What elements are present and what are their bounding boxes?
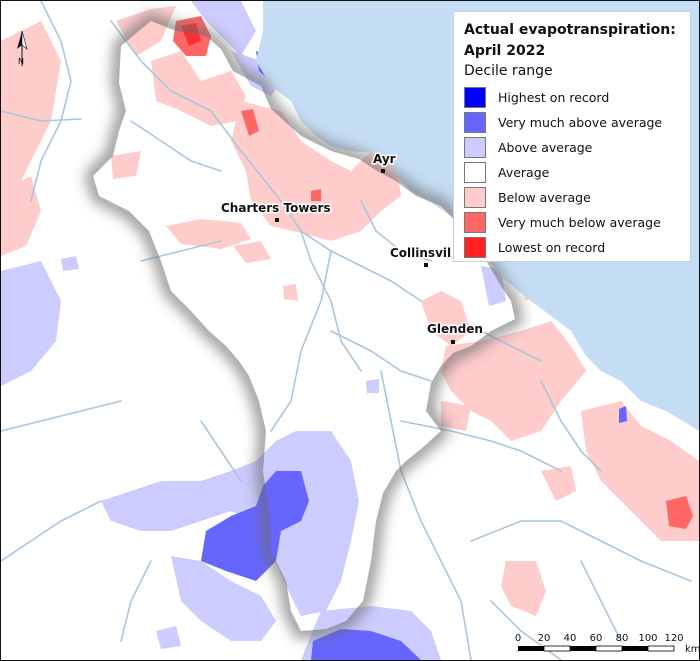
scale-tick-60: 60 bbox=[590, 633, 603, 644]
town-label-ayr: Ayr bbox=[373, 152, 396, 166]
legend-label: Average bbox=[498, 165, 550, 180]
town-charters-towers: Charters Towers bbox=[220, 200, 332, 222]
legend-item-above: Above average bbox=[464, 135, 680, 160]
legend-title-date: April 2022 bbox=[464, 43, 546, 59]
legend-swatch bbox=[464, 162, 486, 183]
legend-swatch bbox=[464, 237, 486, 258]
scale-tick-120: 120 bbox=[664, 633, 683, 644]
town-label-charters-towers: Charters Towers bbox=[221, 201, 331, 215]
legend-label: Very much above average bbox=[498, 115, 663, 130]
scale-unit: km bbox=[685, 644, 699, 655]
scale-tick-0: 0 bbox=[515, 633, 521, 644]
scale-tick-100: 100 bbox=[638, 633, 657, 644]
map-legend: Actual evapotranspiration: April 2022 De… bbox=[453, 11, 691, 262]
legend-item-very-much-below: Very much below average bbox=[464, 210, 680, 235]
town-glenden: Glenden bbox=[426, 321, 484, 344]
boundary-shadow bbox=[85, 12, 524, 639]
legend-swatch bbox=[464, 187, 486, 208]
legend-label: Above average bbox=[498, 140, 593, 155]
town-label-collinsville: Collinsvil bbox=[390, 246, 451, 260]
town-ayr: Ayr bbox=[372, 151, 397, 173]
town-collinsville: Collinsvil bbox=[389, 245, 453, 267]
legend-label: Highest on record bbox=[498, 90, 610, 105]
north-label: N bbox=[18, 57, 24, 66]
north-arrow: N bbox=[17, 30, 28, 66]
legend-subtitle: Decile range bbox=[464, 63, 553, 79]
legend-label: Lowest on record bbox=[498, 240, 606, 255]
town-label-glenden: Glenden bbox=[427, 322, 483, 336]
legend-swatch bbox=[464, 112, 486, 133]
town-markers: Ayr Charters Towers Collinsvil Glenden bbox=[220, 151, 484, 344]
legend-label: Very much below average bbox=[498, 215, 661, 230]
legend-swatch bbox=[464, 87, 486, 108]
legend-item-highest: Highest on record bbox=[464, 85, 680, 110]
legend-item-average: Average bbox=[464, 160, 680, 185]
legend-title: Actual evapotranspiration: bbox=[464, 22, 676, 38]
legend-swatch bbox=[464, 212, 486, 233]
legend-item-very-much-above: Very much above average bbox=[464, 110, 680, 135]
scale-tick-40: 40 bbox=[564, 633, 577, 644]
legend-swatch bbox=[464, 137, 486, 158]
scale-tick-20: 20 bbox=[538, 633, 551, 644]
scale-tick-80: 80 bbox=[616, 633, 629, 644]
legend-item-lowest: Lowest on record bbox=[464, 235, 680, 260]
legend-label: Below average bbox=[498, 190, 591, 205]
legend-item-below: Below average bbox=[464, 185, 680, 210]
scale-bar: 0 20 40 60 80 100 120 km bbox=[515, 633, 699, 655]
